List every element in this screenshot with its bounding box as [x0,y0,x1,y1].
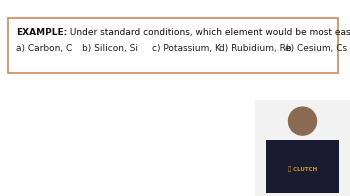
Text: EXAMPLE:: EXAMPLE: [16,27,67,36]
Text: b) Silicon, Si: b) Silicon, Si [82,44,138,53]
Bar [0,80,350,196]
Bar [266,140,338,193]
Text: a) Carbon, C: a) Carbon, C [16,44,72,53]
Text: d) Rubidium, Rb: d) Rubidium, Rb [219,44,291,53]
Bar [8,18,338,73]
Text: c) Potassium, K: c) Potassium, K [152,44,221,53]
Text: e) Cesium, Cs: e) Cesium, Cs [285,44,347,53]
Circle shape [288,107,316,135]
Text: Under standard conditions, which element would be most easily vaporized?: Under standard conditions, which element… [67,27,350,36]
Bar [255,100,350,196]
Text: Ⓒ CLUTCH: Ⓒ CLUTCH [288,166,317,172]
